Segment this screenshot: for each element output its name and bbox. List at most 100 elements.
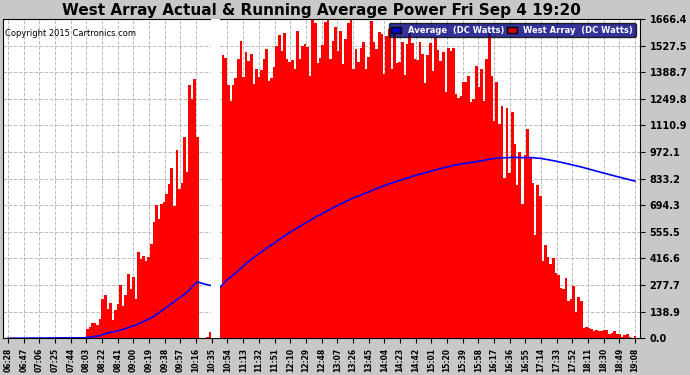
- Bar: [391, 69, 393, 338]
- Bar: [270, 78, 273, 338]
- Bar: [235, 78, 237, 338]
- Bar: [122, 306, 125, 338]
- Bar: [495, 82, 498, 338]
- Bar: [477, 87, 480, 338]
- Bar: [355, 49, 357, 338]
- Bar: [526, 129, 529, 338]
- Bar: [253, 84, 255, 338]
- Bar: [196, 136, 199, 338]
- Bar: [388, 29, 391, 338]
- Bar: [224, 58, 227, 338]
- Bar: [567, 301, 570, 338]
- Bar: [168, 184, 170, 338]
- Bar: [337, 51, 339, 338]
- Bar: [339, 31, 342, 338]
- Bar: [296, 31, 299, 338]
- Bar: [618, 334, 621, 338]
- Bar: [482, 101, 486, 338]
- Bar: [301, 46, 304, 338]
- Bar: [421, 54, 424, 338]
- Bar: [444, 92, 447, 338]
- Bar: [324, 22, 327, 338]
- Bar: [552, 258, 555, 338]
- Bar: [564, 278, 567, 338]
- Bar: [534, 235, 537, 338]
- Bar: [386, 36, 388, 338]
- Bar: [326, 19, 329, 338]
- Bar: [316, 63, 319, 338]
- Bar: [263, 59, 266, 338]
- Bar: [157, 219, 161, 338]
- Bar: [406, 44, 408, 338]
- Bar: [306, 46, 309, 338]
- Bar: [470, 102, 473, 338]
- Bar: [608, 334, 611, 338]
- Bar: [96, 325, 99, 338]
- Bar: [626, 334, 629, 338]
- Bar: [365, 69, 368, 338]
- Bar: [114, 310, 117, 338]
- Bar: [304, 44, 306, 338]
- Bar: [132, 278, 135, 338]
- Bar: [334, 27, 337, 338]
- Bar: [290, 60, 293, 338]
- Bar: [531, 183, 534, 338]
- Title: West Array Actual & Running Average Power Fri Sep 4 19:20: West Array Actual & Running Average Powe…: [62, 3, 581, 18]
- Bar: [273, 67, 275, 338]
- Bar: [191, 99, 194, 338]
- Bar: [473, 99, 475, 338]
- Bar: [368, 57, 371, 338]
- Bar: [536, 185, 539, 338]
- Bar: [91, 322, 94, 338]
- Bar: [383, 74, 386, 338]
- Bar: [426, 55, 429, 338]
- Bar: [257, 77, 260, 338]
- Bar: [593, 331, 595, 338]
- Bar: [570, 298, 573, 338]
- Bar: [175, 150, 178, 338]
- Bar: [465, 82, 468, 338]
- Bar: [377, 33, 380, 338]
- Bar: [322, 45, 324, 338]
- Bar: [112, 320, 115, 338]
- Bar: [518, 152, 521, 338]
- Bar: [214, 332, 217, 338]
- Bar: [498, 124, 501, 338]
- Bar: [150, 244, 152, 338]
- Bar: [621, 337, 624, 338]
- Bar: [623, 335, 627, 338]
- Bar: [81, 337, 83, 338]
- Bar: [431, 71, 434, 338]
- Legend: Average  (DC Watts), West Array  (DC Watts): Average (DC Watts), West Array (DC Watts…: [388, 23, 635, 37]
- Bar: [209, 332, 212, 338]
- Bar: [488, 32, 491, 338]
- Bar: [217, 306, 219, 338]
- Bar: [293, 69, 296, 338]
- Bar: [99, 319, 101, 338]
- Bar: [598, 332, 600, 338]
- Bar: [503, 177, 506, 338]
- Bar: [357, 62, 360, 338]
- Bar: [329, 59, 332, 338]
- Bar: [359, 48, 363, 338]
- Bar: [265, 50, 268, 338]
- Bar: [352, 69, 355, 338]
- Bar: [460, 96, 462, 338]
- Bar: [516, 185, 519, 338]
- Bar: [344, 39, 347, 338]
- Bar: [590, 329, 593, 338]
- Bar: [311, 19, 314, 338]
- Bar: [549, 264, 552, 338]
- Bar: [106, 309, 109, 338]
- Bar: [206, 337, 209, 338]
- Bar: [480, 69, 483, 338]
- Bar: [455, 94, 457, 338]
- Bar: [439, 61, 442, 338]
- Bar: [247, 61, 250, 338]
- Bar: [629, 337, 631, 338]
- Bar: [529, 158, 531, 338]
- Bar: [401, 42, 404, 338]
- Bar: [350, 19, 353, 338]
- Bar: [268, 81, 270, 338]
- Bar: [286, 59, 288, 338]
